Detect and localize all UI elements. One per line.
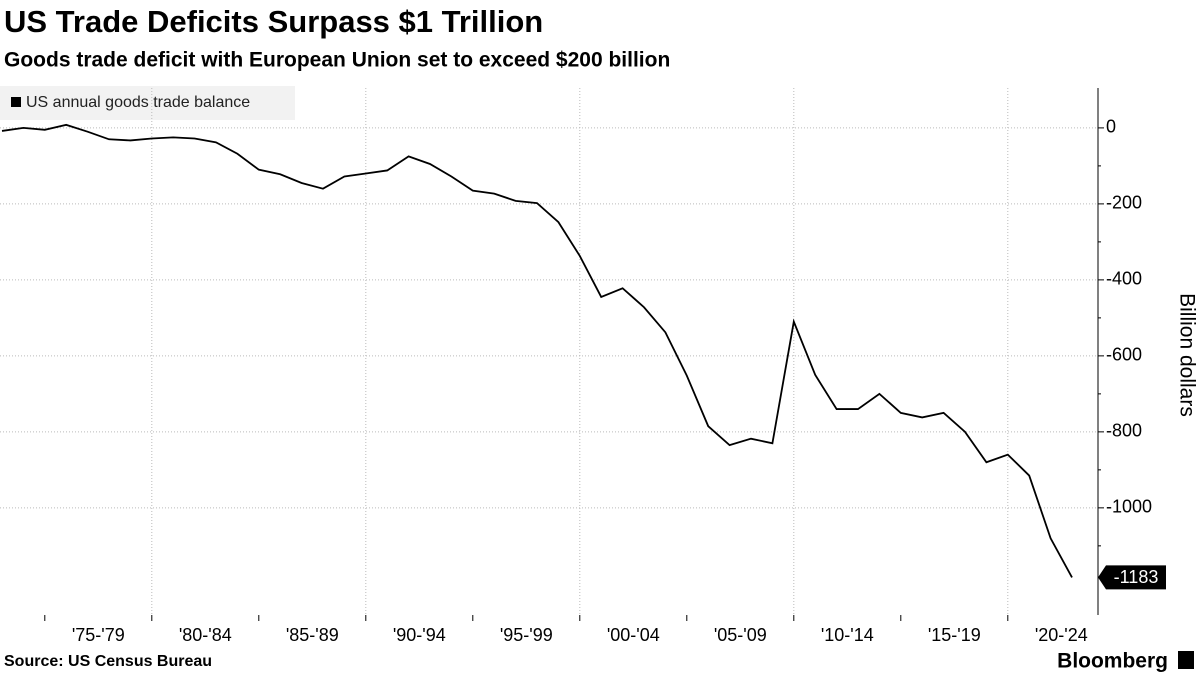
line xyxy=(1,123,1073,578)
legend-label: US annual goods trade balance xyxy=(26,94,250,111)
brand-icon xyxy=(1178,651,1194,669)
legend-swatch xyxy=(11,97,21,107)
x-tick-label: '85-'89 xyxy=(286,625,339,645)
legend-box xyxy=(0,86,295,120)
x-tick-label: '95-'99 xyxy=(500,625,553,645)
x-tick-label: '20-'24 xyxy=(1035,625,1088,645)
y-tick-label: -800 xyxy=(1106,421,1142,441)
x-tick-label: '10-'14 xyxy=(821,625,874,645)
end-label-box xyxy=(1098,565,1166,590)
x-tick-label: '05-'09 xyxy=(714,625,767,645)
chart-title: US Trade Deficits Surpass $1 Trillion xyxy=(4,4,543,39)
x-tick-label: '00-'04 xyxy=(607,625,660,645)
source: Source: US Census Bureau xyxy=(4,653,212,670)
end-label: -1183 xyxy=(1114,567,1159,587)
y-axis-label: Billion dollars xyxy=(1175,293,1198,417)
y-tick-label: -1000 xyxy=(1106,497,1152,517)
x-tick-label: '90-'94 xyxy=(393,625,446,645)
brand: Bloomberg xyxy=(1057,650,1168,673)
y-tick-label: -400 xyxy=(1106,269,1142,289)
chart-subtitle: Goods trade deficit with European Union … xyxy=(4,49,670,72)
y-tick-label: -600 xyxy=(1106,345,1142,365)
x-tick-label: '80-'84 xyxy=(179,625,232,645)
x-tick-label: '15-'19 xyxy=(928,625,981,645)
y-tick-label: -200 xyxy=(1106,193,1142,213)
x-tick-label: '75-'79 xyxy=(72,625,125,645)
y-tick-label: 0 xyxy=(1106,117,1116,137)
